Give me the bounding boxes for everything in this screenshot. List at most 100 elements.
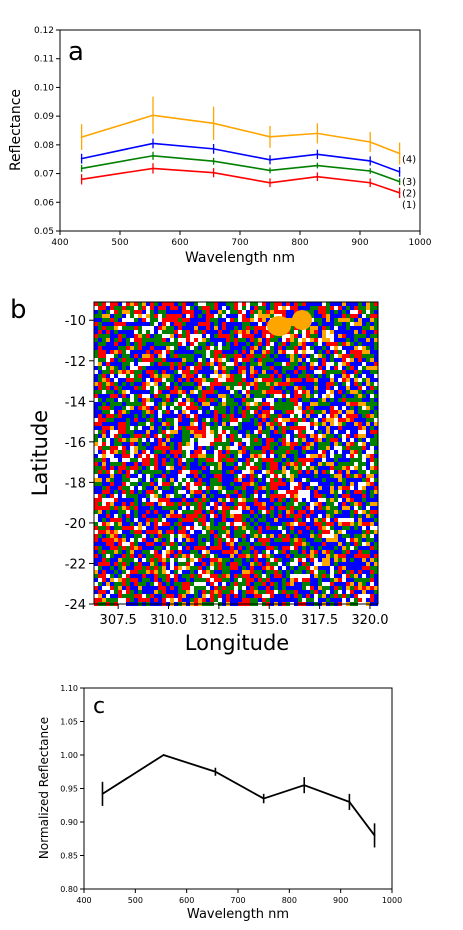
map-cell [254, 550, 258, 554]
map-cell [134, 470, 138, 474]
map-cell [178, 402, 182, 406]
map-cell [326, 362, 330, 366]
map-cell [158, 542, 162, 546]
map-cell [94, 526, 98, 530]
map-cell [342, 570, 346, 574]
map-cell [322, 478, 326, 482]
map-cell [326, 410, 330, 414]
map-cell [254, 530, 258, 534]
map-cell [182, 306, 186, 310]
map-cell [114, 346, 118, 350]
map-cell [362, 558, 366, 562]
map-cell [334, 302, 338, 306]
map-cell [130, 510, 134, 514]
map-cell [338, 406, 342, 410]
map-cell [306, 362, 310, 366]
map-cell [226, 542, 230, 546]
map-cell [150, 318, 154, 322]
map-cell [258, 342, 262, 346]
map-cell [286, 562, 290, 566]
map-cell [202, 414, 206, 418]
map-cell [222, 322, 226, 326]
map-cell [338, 450, 342, 454]
map-cell [322, 386, 326, 390]
map-cell [174, 530, 178, 534]
map-cell [202, 466, 206, 470]
map-cell [278, 466, 282, 470]
map-cell [326, 374, 330, 378]
map-cell [342, 362, 346, 366]
map-cell [318, 406, 322, 410]
map-cell [166, 478, 170, 482]
map-cell [238, 482, 242, 486]
map-cell [258, 362, 262, 366]
map-cell [278, 458, 282, 462]
map-cell [338, 486, 342, 490]
map-cell [274, 310, 278, 314]
map-cell [134, 462, 138, 466]
map-cell [166, 342, 170, 346]
map-cell [106, 322, 110, 326]
map-cell [146, 482, 150, 486]
map-cell [222, 310, 226, 314]
map-cell [150, 382, 154, 386]
map-cell [310, 526, 314, 530]
map-cell [142, 310, 146, 314]
map-cell [322, 394, 326, 398]
map-cell [142, 306, 146, 310]
map-cell [270, 430, 274, 434]
map-cell [346, 354, 350, 358]
map-cell [94, 518, 98, 522]
map-cell [370, 502, 374, 506]
map-cell [122, 534, 126, 538]
map-cell [274, 530, 278, 534]
map-cell [142, 378, 146, 382]
map-cell [338, 386, 342, 390]
map-cell [202, 322, 206, 326]
map-cell [226, 458, 230, 462]
map-cell [302, 466, 306, 470]
map-cell [110, 490, 114, 494]
map-cell [202, 306, 206, 310]
map-cell [154, 422, 158, 426]
map-cell [226, 450, 230, 454]
map-cell [302, 354, 306, 358]
map-cell [354, 558, 358, 562]
map-cell [294, 454, 298, 458]
map-cell [274, 338, 278, 342]
map-cell [94, 374, 98, 378]
map-cell [298, 514, 302, 518]
map-cell [302, 526, 306, 530]
map-cell [342, 522, 346, 526]
map-cell [174, 326, 178, 330]
map-cell [290, 546, 294, 550]
map-cell [118, 394, 122, 398]
map-cell [174, 310, 178, 314]
map-cell [306, 542, 310, 546]
map-cell [214, 494, 218, 498]
map-cell [222, 514, 226, 518]
map-cell [138, 498, 142, 502]
map-cell [330, 534, 334, 538]
map-cell [170, 402, 174, 406]
map-cell [326, 566, 330, 570]
map-cell [346, 538, 350, 542]
map-cell [362, 362, 366, 366]
map-cell [214, 418, 218, 422]
map-cell [258, 382, 262, 386]
map-cell [318, 362, 322, 366]
map-cell [314, 422, 318, 426]
map-cell [198, 306, 202, 310]
map-cell [370, 506, 374, 510]
map-cell [262, 418, 266, 422]
map-cell [270, 474, 274, 478]
map-cell [126, 382, 130, 386]
map-cell [178, 438, 182, 442]
map-cell [318, 418, 322, 422]
map-cell [222, 354, 226, 358]
map-cell [314, 450, 318, 454]
map-cell [178, 374, 182, 378]
map-cell [358, 302, 362, 306]
map-cell [142, 438, 146, 442]
map-cell [246, 402, 250, 406]
